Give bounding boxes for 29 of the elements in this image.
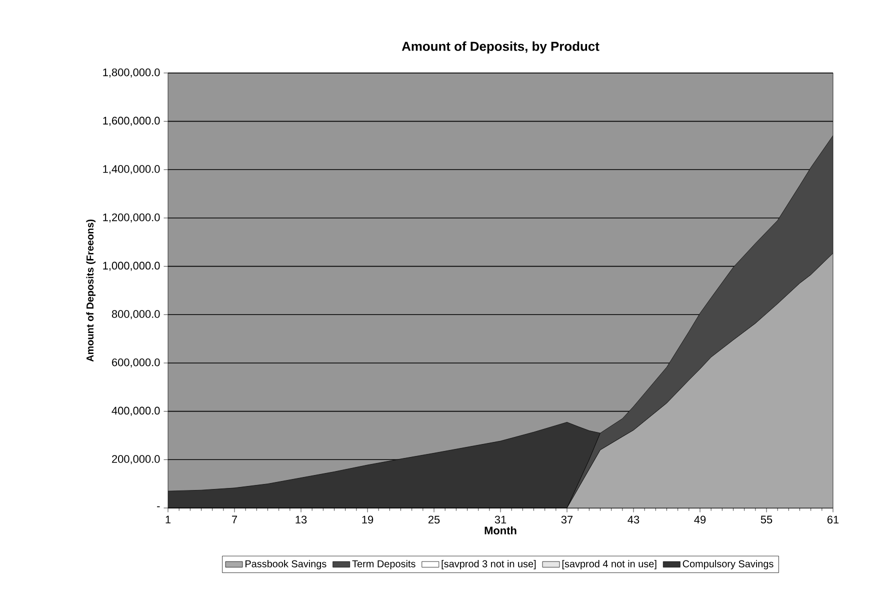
x-tick-label: 55: [760, 516, 772, 524]
x-axis-title: Month: [484, 526, 516, 534]
y-tick-label: 1,600,000.0: [103, 116, 160, 126]
y-tick-label: 200,000.0: [112, 455, 160, 464]
y-tick-label: 600,000.0: [112, 358, 160, 368]
x-tick-label: 43: [628, 516, 640, 524]
x-tick-label: 25: [428, 516, 440, 524]
x-tick-label: 19: [362, 516, 374, 524]
y-tick-label: 1,800,000.0: [103, 68, 160, 78]
legend-label: [savprod 3 not in use]: [442, 560, 536, 570]
x-tick-label: 37: [561, 516, 573, 524]
y-tick-label: 400,000.0: [112, 406, 160, 416]
x-tick-label: 7: [232, 516, 238, 524]
legend-label: Passbook Savings: [246, 560, 326, 570]
x-tick-label: 1: [166, 516, 171, 524]
y-tick-label: 1,400,000.0: [103, 165, 160, 174]
chart-title: Amount of Deposits, by Product: [402, 41, 600, 54]
y-tick-label: 1,000,000.0: [103, 262, 160, 271]
x-tick-label: 61: [827, 516, 839, 524]
legend-label: Term Deposits: [352, 560, 416, 570]
x-tick-label: 31: [494, 516, 506, 524]
x-tick-label: 13: [296, 516, 307, 524]
y-tick-label: 800,000.0: [112, 310, 160, 320]
y-tick-label: 1,200,000.0: [103, 213, 160, 223]
y-axis-title: Amount of Deposits (Freeons): [86, 220, 96, 362]
legend-label: [savprod 4 not in use]: [562, 560, 656, 570]
legend-label: Compulsory Savings: [682, 560, 774, 570]
y-tick-label: -: [157, 506, 160, 508]
x-tick-label: 49: [694, 516, 706, 524]
